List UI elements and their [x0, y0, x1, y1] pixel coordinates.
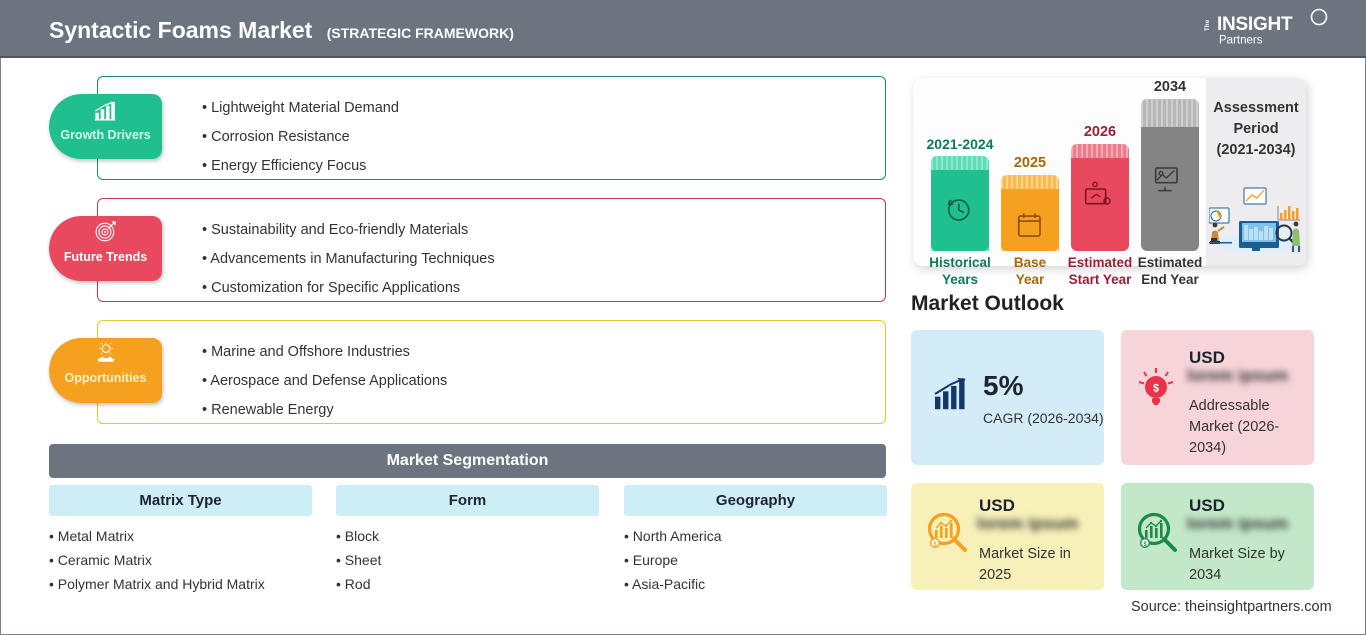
svg-text:The: The — [1205, 19, 1211, 31]
svg-text:INSIGHT: INSIGHT — [1217, 14, 1293, 35]
svg-text:$: $ — [1153, 383, 1159, 395]
svg-text:Partners: Partners — [1219, 35, 1263, 47]
